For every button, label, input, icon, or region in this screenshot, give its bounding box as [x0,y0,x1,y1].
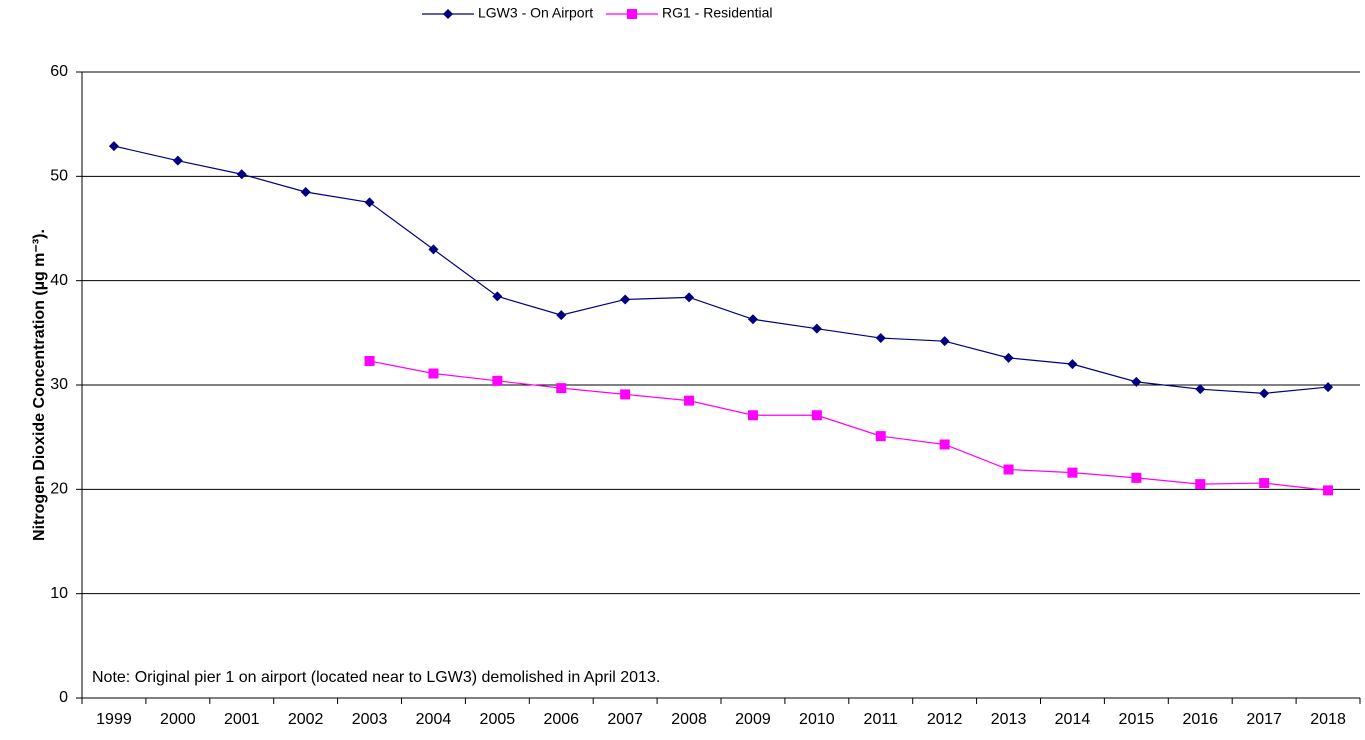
x-tick-label: 2012 [927,711,963,728]
x-tick-label: 2003 [352,711,388,728]
data-point [1259,388,1270,399]
data-point [364,197,375,208]
data-point [939,439,950,450]
data-point [236,169,247,180]
data-point [1195,479,1206,490]
data-point [1259,478,1270,489]
data-point [1323,382,1334,393]
data-point [811,410,822,421]
y-tick-label: 0 [59,689,68,706]
data-point [1003,464,1014,475]
data-point [1067,359,1078,370]
x-tick-label: 2004 [416,711,452,728]
x-tick-label: 2018 [1310,711,1346,728]
y-axis-title: Nitrogen Dioxide Concentration (µg m⁻³). [31,229,48,541]
x-tick-label: 1999 [96,711,132,728]
data-point [1195,384,1206,395]
x-tick-label: 2005 [480,711,516,728]
x-tick-label: 2000 [160,711,196,728]
x-tick-label: 2009 [735,711,771,728]
legend-marker [443,9,453,19]
data-point [875,333,886,344]
y-tick-label: 50 [50,168,68,185]
x-tick-label: 2017 [1246,711,1282,728]
data-point [620,294,631,305]
data-point [684,395,695,406]
data-point [492,375,503,386]
data-point [747,410,758,421]
series-line [113,145,1329,394]
data-point [875,431,886,442]
data-point [747,314,758,325]
data-point [620,389,631,400]
legend-label: LGW3 - On Airport [478,5,593,21]
data-point [428,244,439,255]
x-tick-label: 2014 [1055,711,1091,728]
x-tick-label: 2013 [991,711,1027,728]
x-tick-label: 2016 [1182,711,1218,728]
x-tick-label: 2010 [799,711,835,728]
data-point [108,141,119,152]
series-line [369,360,1329,491]
data-point [684,292,695,303]
data-point [1131,376,1142,387]
data-point [811,323,822,334]
data-point [556,383,567,394]
x-tick-label: 2001 [224,711,260,728]
data-point [172,155,183,166]
data-point [939,336,950,347]
data-point [492,291,503,302]
y-tick-label: 10 [50,585,68,602]
legend-label: RG1 - Residential [662,5,773,21]
data-point [364,356,375,367]
legend-marker [627,9,637,19]
y-tick-label: 20 [50,481,68,498]
data-point [300,186,311,197]
data-point [1131,472,1142,483]
y-tick-label: 40 [50,272,68,289]
x-tick-label: 2015 [1119,711,1155,728]
data-point [428,368,439,379]
data-point [556,310,567,321]
x-tick-label: 2006 [543,711,579,728]
data-point [1067,467,1078,478]
y-tick-label: 30 [50,376,68,393]
x-tick-label: 2007 [607,711,643,728]
x-tick-label: 2002 [288,711,324,728]
x-tick-label: 2011 [864,711,899,728]
data-point [1003,352,1014,363]
data-point [1323,485,1334,496]
y-tick-label: 60 [50,63,68,80]
note: Note: Original pier 1 on airport (locate… [92,669,660,686]
x-tick-label: 2008 [671,711,707,728]
